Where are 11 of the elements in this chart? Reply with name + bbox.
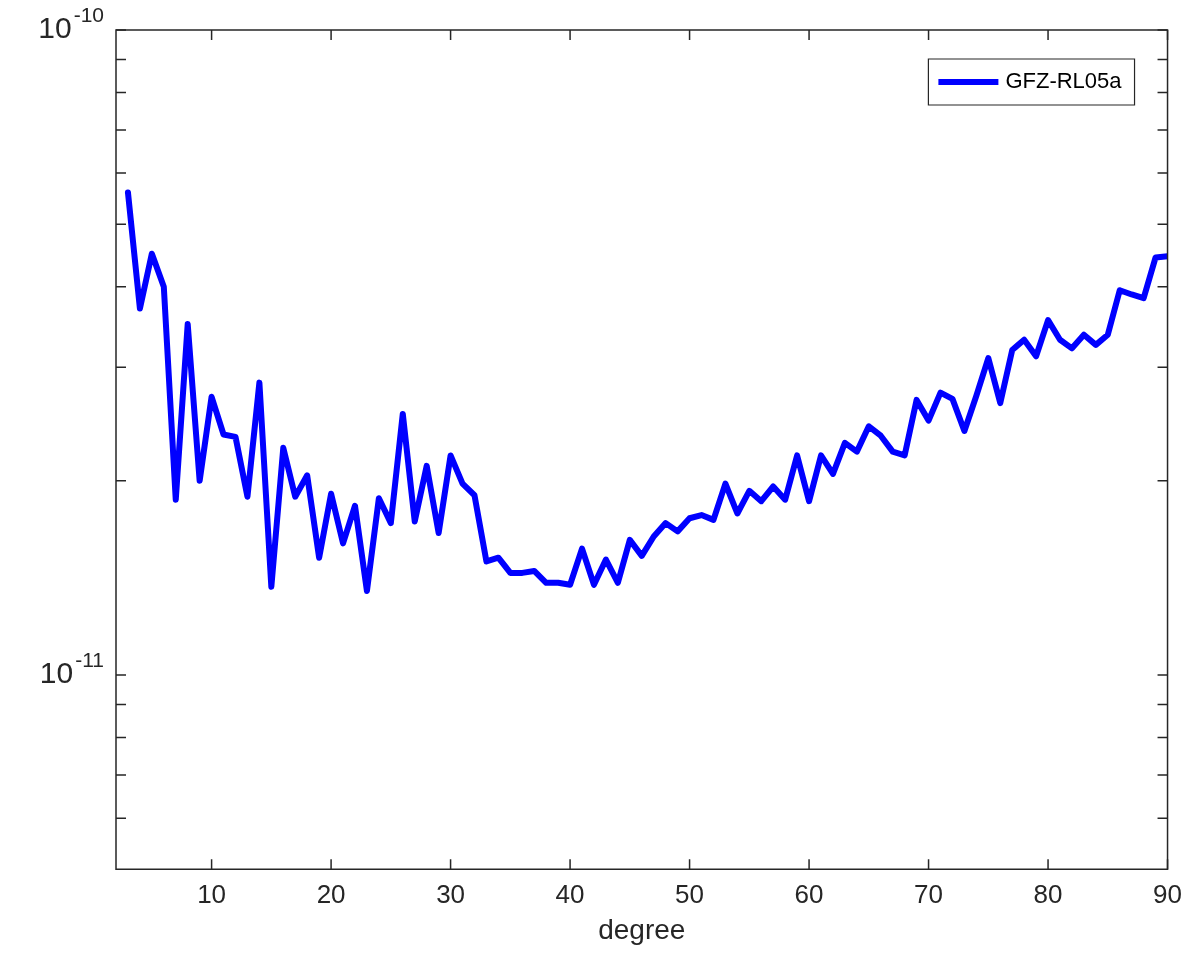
x-tick-label: 30 bbox=[436, 878, 466, 909]
x-tick-label: 20 bbox=[316, 878, 346, 909]
x-tick-label: 60 bbox=[794, 878, 824, 909]
x-tick-label: 80 bbox=[1033, 878, 1063, 909]
x-tick-label: 70 bbox=[914, 878, 944, 909]
x-tick-label: 40 bbox=[555, 878, 585, 909]
legend-label: GFZ-RL05a bbox=[1005, 68, 1123, 94]
x-tick-label: 10 bbox=[197, 878, 227, 909]
x-tick-label: 50 bbox=[675, 878, 705, 909]
x-axis-title: degree bbox=[598, 913, 686, 945]
x-tick-label: 90 bbox=[1153, 878, 1182, 909]
